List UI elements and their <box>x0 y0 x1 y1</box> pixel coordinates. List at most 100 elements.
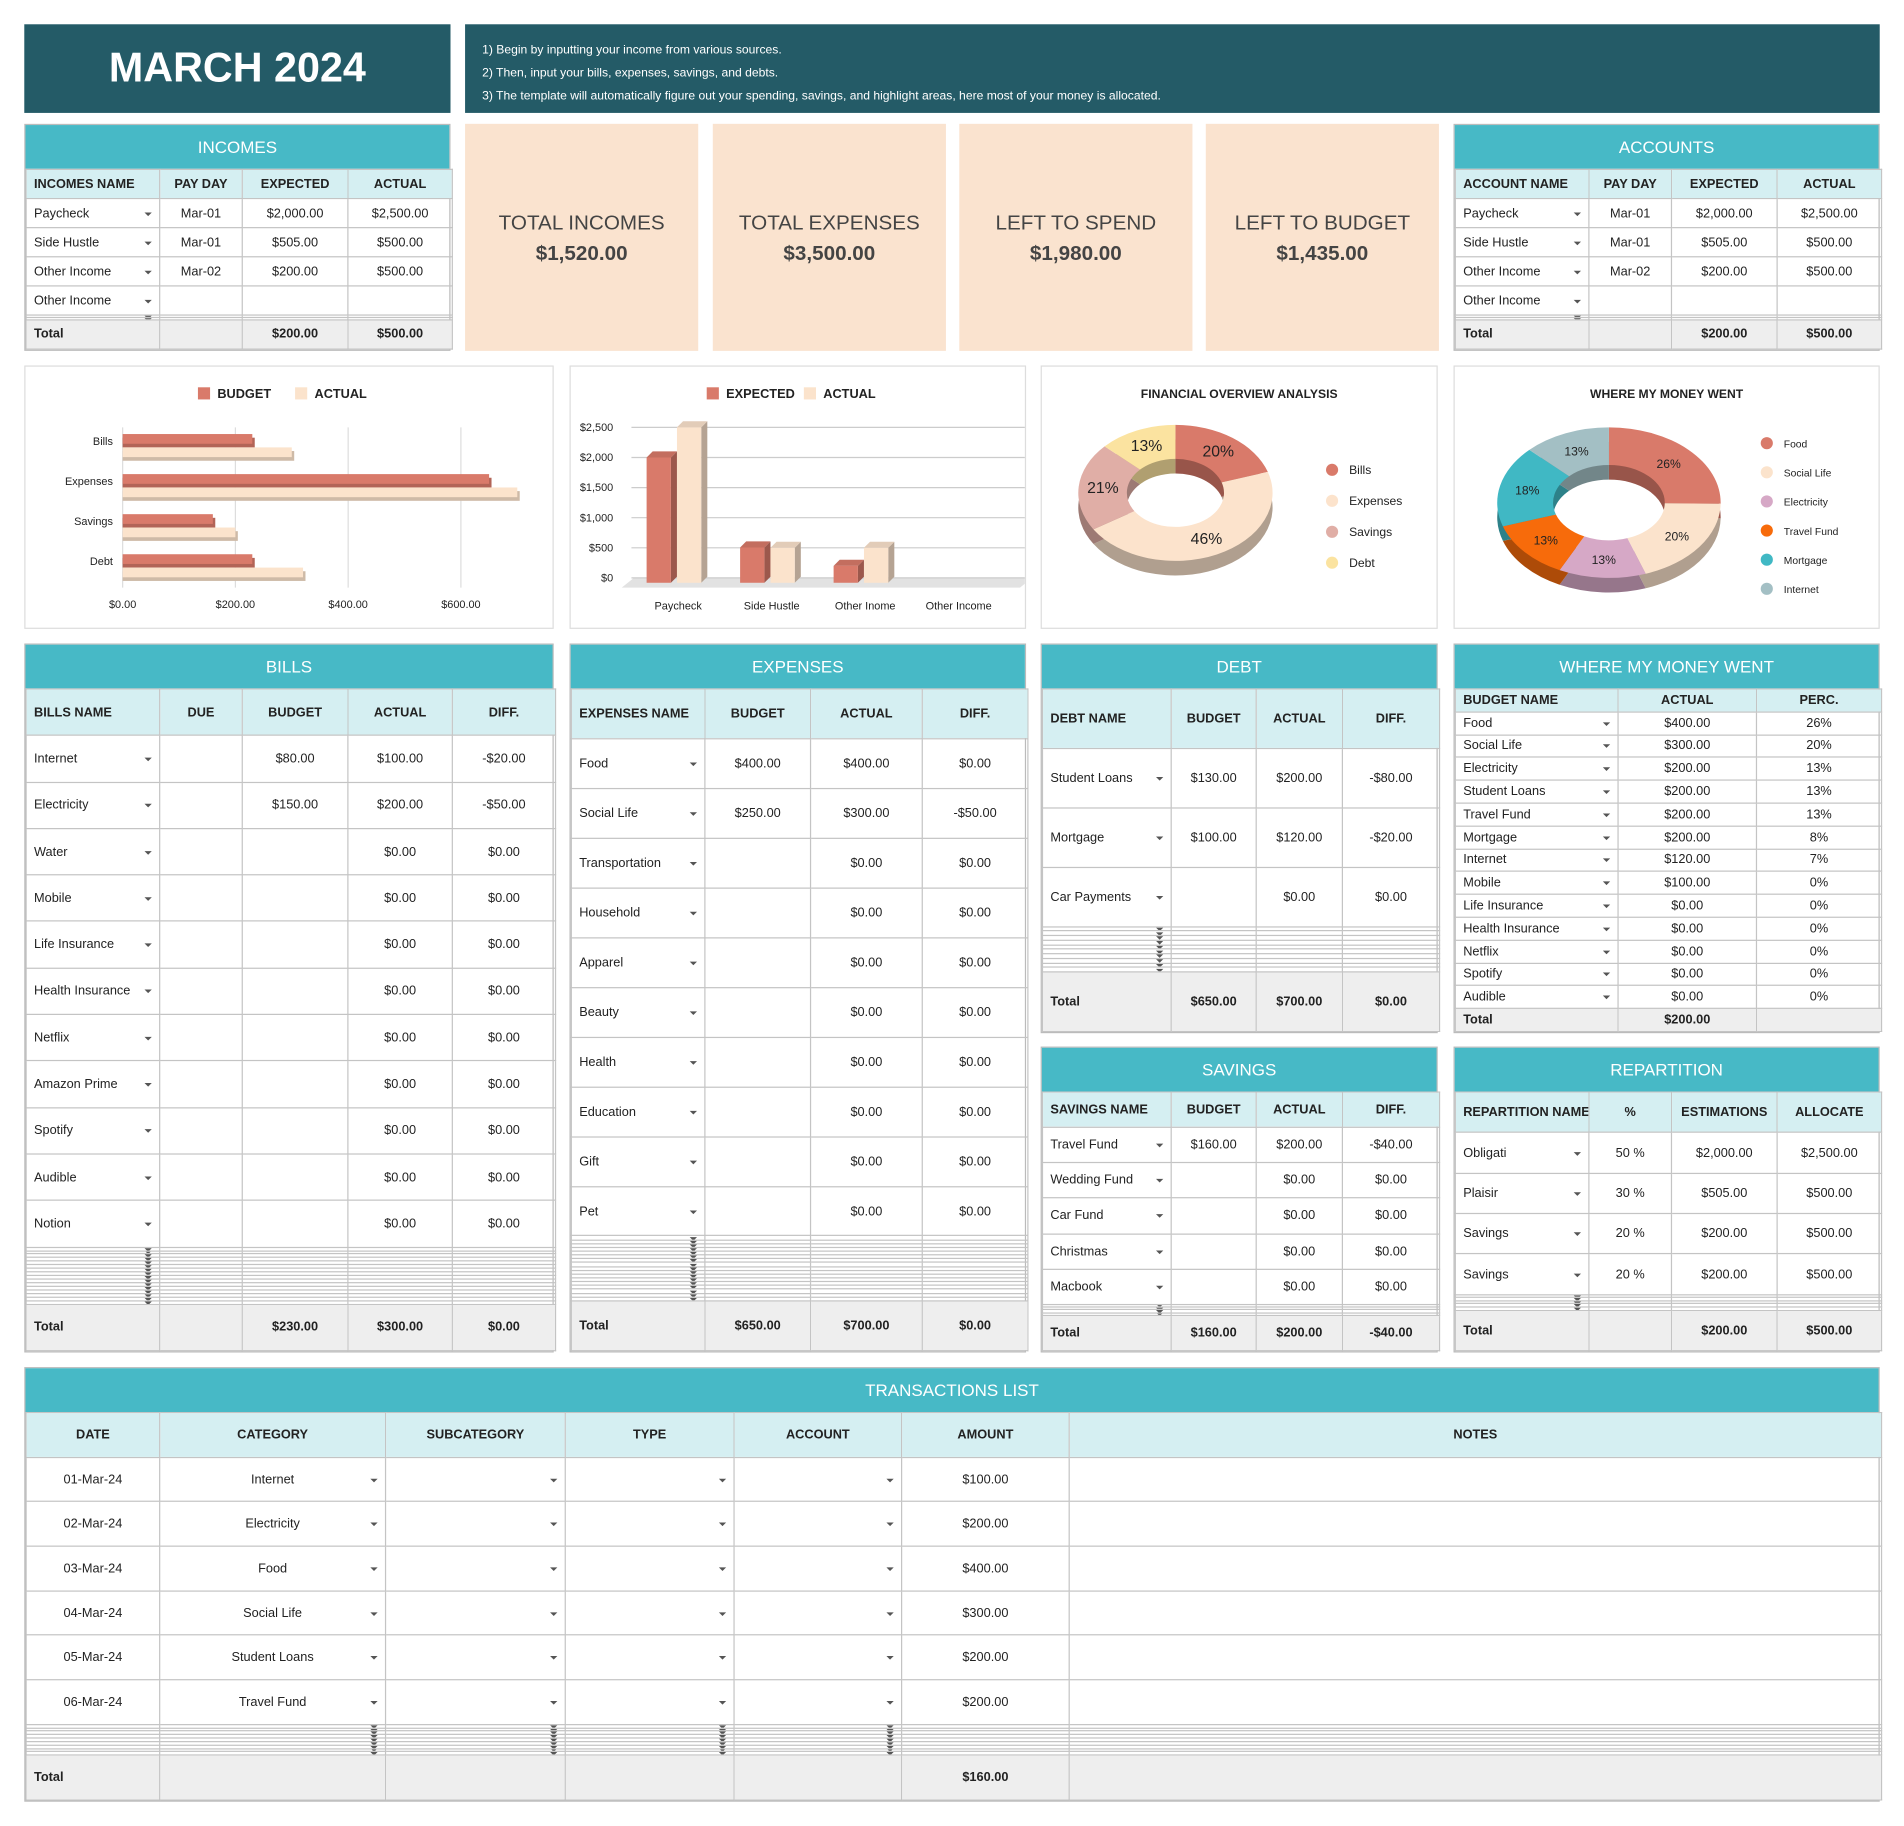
dropdown-cell[interactable] <box>384 1727 566 1732</box>
dropdown-cell[interactable]: Paycheck <box>25 197 161 229</box>
dropdown-cell[interactable] <box>384 1634 566 1681</box>
dropdown-cell[interactable]: Spotify <box>25 1106 161 1155</box>
dropdown-cell[interactable]: Internet <box>25 734 161 783</box>
dropdown-cell[interactable]: Social Life <box>159 1590 387 1636</box>
dropdown-cell[interactable] <box>564 1727 735 1732</box>
dropdown-cell[interactable]: Student Loans <box>1041 747 1172 809</box>
dropdown-cell[interactable] <box>733 1727 903 1732</box>
dropdown-cell[interactable]: Transportation <box>570 837 706 889</box>
dropdown-cell[interactable]: Paycheck <box>1454 197 1590 229</box>
dropdown-cell[interactable]: Other Income <box>1454 256 1590 287</box>
dropdown-cell[interactable]: Netflix <box>1454 939 1619 964</box>
dropdown-cell[interactable]: Other Income <box>1454 285 1590 316</box>
dropdown-cell[interactable]: Audible <box>25 1153 161 1202</box>
dropdown-cell[interactable] <box>25 1285 161 1291</box>
dropdown-cell[interactable] <box>733 1590 903 1636</box>
dropdown-cell[interactable]: Social Life <box>570 787 706 839</box>
dropdown-cell[interactable] <box>733 1747 903 1753</box>
dropdown-cell[interactable]: Savings <box>1454 1253 1590 1296</box>
dropdown-cell[interactable] <box>733 1679 903 1726</box>
dropdown-cell[interactable]: Internet <box>159 1456 387 1503</box>
dropdown-cell[interactable]: Mortgage <box>1454 825 1619 850</box>
dropdown-cell[interactable]: Other Income <box>25 256 161 287</box>
dropdown-cell[interactable]: Side Hustle <box>1454 227 1590 258</box>
dropdown-cell[interactable] <box>384 1456 566 1503</box>
dropdown-cell[interactable] <box>384 1501 566 1547</box>
dropdown-cell[interactable] <box>733 1734 903 1739</box>
dropdown-cell[interactable] <box>733 1723 903 1729</box>
dropdown-cell[interactable]: Car Payments <box>1041 866 1172 927</box>
dropdown-cell[interactable] <box>733 1737 903 1743</box>
dropdown-cell[interactable] <box>733 1634 903 1681</box>
dropdown-cell[interactable] <box>570 1296 706 1302</box>
dropdown-cell[interactable] <box>570 1277 706 1283</box>
dropdown-cell[interactable] <box>733 1501 903 1547</box>
dropdown-cell[interactable]: Student Loans <box>159 1634 387 1681</box>
dropdown-cell[interactable] <box>733 1740 903 1746</box>
dropdown-cell[interactable]: Car Fund <box>1041 1197 1172 1235</box>
dropdown-cell[interactable] <box>570 1288 706 1294</box>
dropdown-cell[interactable] <box>564 1590 735 1636</box>
dropdown-cell[interactable] <box>564 1634 735 1681</box>
dropdown-cell[interactable] <box>384 1590 566 1636</box>
dropdown-cell[interactable] <box>564 1456 735 1503</box>
dropdown-cell[interactable] <box>384 1730 566 1736</box>
dropdown-cell[interactable]: Water <box>25 827 161 876</box>
dropdown-cell[interactable]: Travel Fund <box>159 1679 387 1726</box>
dropdown-cell[interactable]: Education <box>570 1086 706 1138</box>
dropdown-cell[interactable]: Pet <box>570 1185 706 1237</box>
dropdown-cell[interactable]: Savings <box>1454 1212 1590 1255</box>
dropdown-cell[interactable]: Plaisir <box>1454 1172 1590 1215</box>
dropdown-cell[interactable]: Food <box>570 738 706 790</box>
dropdown-cell[interactable]: Travel Fund <box>1041 1126 1172 1164</box>
dropdown-cell[interactable]: Apparel <box>570 937 706 988</box>
dropdown-cell[interactable] <box>564 1737 735 1743</box>
dropdown-cell[interactable]: Wedding Fund <box>1041 1162 1172 1199</box>
dropdown-cell[interactable] <box>570 1269 706 1275</box>
dropdown-cell[interactable]: Side Hustle <box>25 227 161 258</box>
dropdown-cell[interactable] <box>1041 925 1172 932</box>
dropdown-cell[interactable] <box>384 1740 566 1746</box>
dropdown-cell[interactable] <box>384 1747 566 1753</box>
dropdown-cell[interactable]: Christmas <box>1041 1232 1172 1270</box>
dropdown-cell[interactable]: Mobile <box>25 874 161 923</box>
dropdown-cell[interactable] <box>733 1456 903 1503</box>
dropdown-cell[interactable] <box>733 1730 903 1736</box>
dropdown-cell[interactable]: Health Insurance <box>25 967 161 1016</box>
dropdown-cell[interactable]: Amazon Prime <box>25 1060 161 1109</box>
dropdown-cell[interactable]: Mobile <box>1454 870 1619 895</box>
dropdown-cell[interactable]: Food <box>159 1545 387 1592</box>
dropdown-cell[interactable] <box>570 1235 706 1241</box>
dropdown-cell[interactable]: Netflix <box>25 1013 161 1062</box>
dropdown-cell[interactable]: Life Insurance <box>25 920 161 969</box>
dropdown-cell[interactable]: Other Income <box>25 285 161 316</box>
dropdown-cell[interactable]: Mortgage <box>1041 807 1172 868</box>
dropdown-cell[interactable]: Spotify <box>1454 962 1619 987</box>
dropdown-cell[interactable] <box>564 1730 735 1736</box>
dropdown-cell[interactable]: Life Insurance <box>1454 893 1619 918</box>
dropdown-cell[interactable]: Student Loans <box>1454 779 1619 804</box>
dropdown-cell[interactable]: Audible <box>1454 985 1619 1010</box>
dropdown-cell[interactable] <box>384 1723 566 1729</box>
dropdown-cell[interactable]: Notion <box>25 1199 161 1248</box>
dropdown-cell[interactable] <box>570 1258 706 1264</box>
dropdown-cell[interactable] <box>564 1734 735 1739</box>
dropdown-cell[interactable]: Health <box>570 1036 706 1088</box>
dropdown-cell[interactable] <box>733 1545 903 1592</box>
dropdown-cell[interactable]: Macbook <box>1041 1268 1172 1305</box>
dropdown-cell[interactable] <box>1041 1311 1172 1316</box>
dropdown-cell[interactable] <box>384 1545 566 1592</box>
dropdown-cell[interactable]: Electricity <box>25 781 161 830</box>
dropdown-cell[interactable] <box>384 1734 566 1739</box>
dropdown-cell[interactable]: Electricity <box>159 1501 387 1547</box>
dropdown-cell[interactable] <box>25 1249 161 1255</box>
dropdown-cell[interactable] <box>564 1723 735 1729</box>
dropdown-cell[interactable] <box>564 1501 735 1547</box>
dropdown-cell[interactable]: Obligati <box>1454 1131 1590 1174</box>
dropdown-cell[interactable]: Travel Fund <box>1454 802 1619 827</box>
dropdown-cell[interactable]: Beauty <box>570 986 706 1038</box>
dropdown-cell[interactable]: Food <box>1454 711 1619 736</box>
dropdown-cell[interactable] <box>384 1737 566 1743</box>
dropdown-cell[interactable]: Health Insurance <box>1454 916 1619 941</box>
dropdown-cell[interactable]: Electricity <box>1454 756 1619 781</box>
